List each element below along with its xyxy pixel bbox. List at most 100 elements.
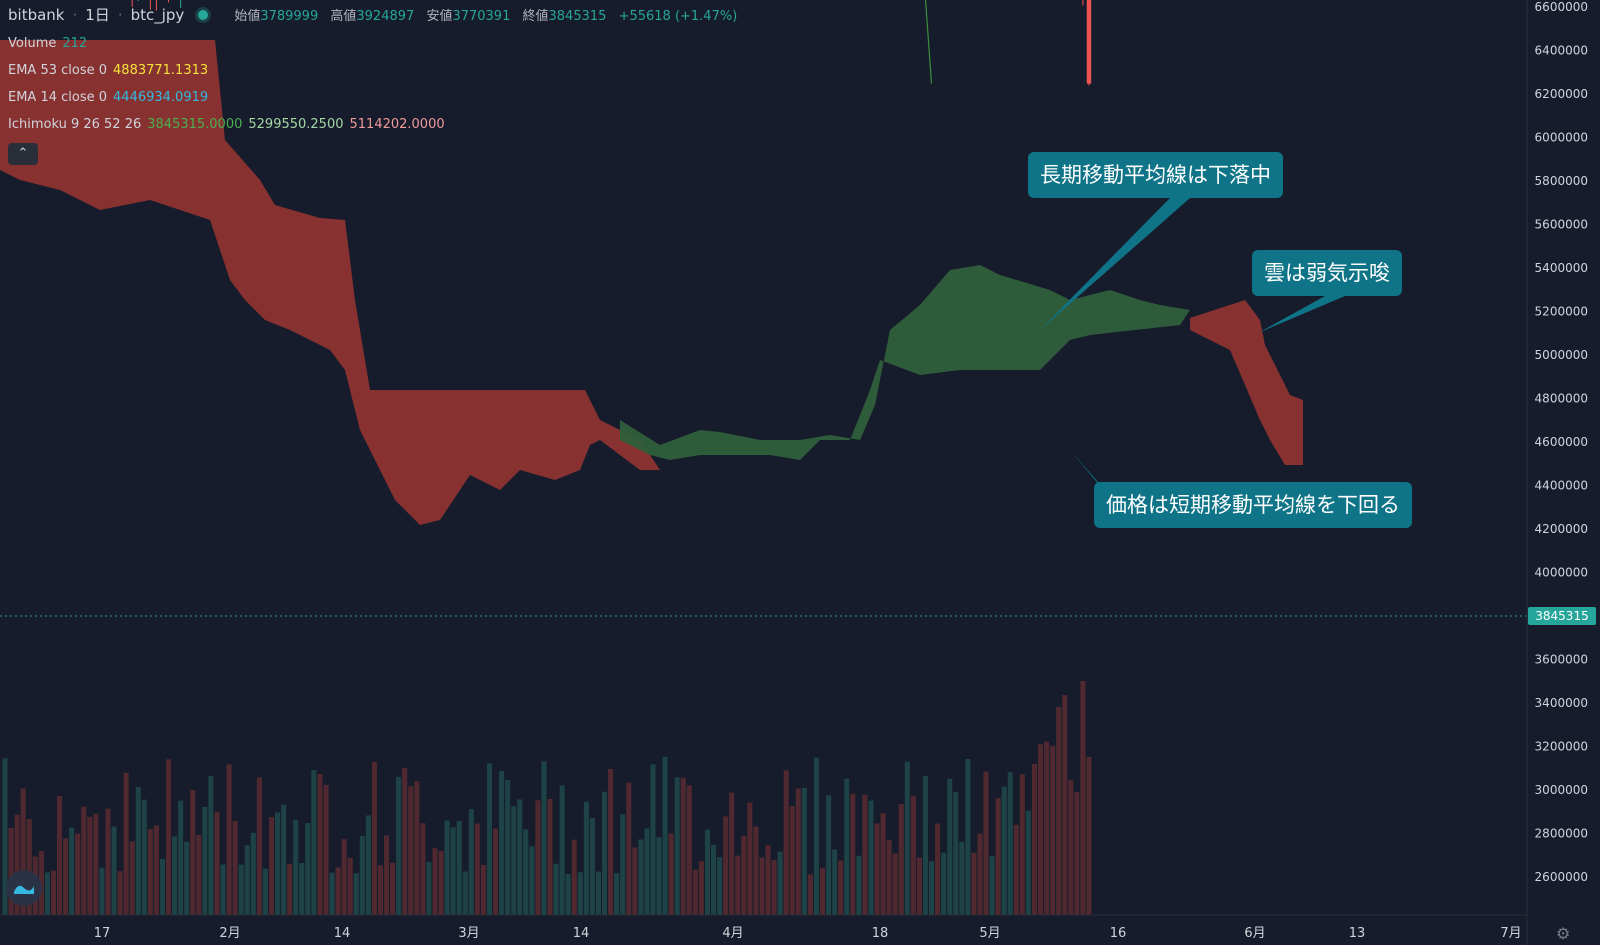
volume-bar bbox=[305, 823, 311, 915]
callout-price: 価格は短期移動平均線を下回る bbox=[1094, 482, 1412, 528]
volume-bar bbox=[456, 820, 462, 915]
live-status-icon bbox=[198, 9, 209, 20]
volume-bar bbox=[426, 862, 432, 915]
low-label: 安値 bbox=[426, 9, 453, 24]
volume-bar bbox=[371, 761, 377, 915]
volume-bar bbox=[486, 763, 492, 915]
volume-bar bbox=[444, 820, 450, 915]
time-axis-label: 16 bbox=[1110, 926, 1127, 941]
volume-bar bbox=[838, 860, 844, 915]
time-axis-label: 2月 bbox=[219, 926, 240, 941]
volume-bar bbox=[559, 785, 565, 915]
volume-bar bbox=[250, 832, 256, 915]
volume-bar bbox=[468, 809, 474, 915]
volume-bar bbox=[632, 847, 638, 915]
volume-bar bbox=[565, 874, 571, 915]
legend-volume-value: 212 bbox=[62, 36, 88, 51]
gear-icon[interactable]: ⚙ bbox=[1556, 924, 1571, 943]
volume-bar bbox=[1031, 764, 1037, 915]
volume-bar bbox=[910, 796, 916, 915]
volume-bar bbox=[553, 863, 559, 915]
volume-bar bbox=[505, 780, 511, 915]
legend-ichimoku[interactable]: Ichimoku 9 26 52 26 3845315.0000 5299550.2… bbox=[8, 117, 445, 132]
volume-bar bbox=[141, 799, 147, 915]
volume-bar bbox=[826, 795, 832, 915]
volume-bar bbox=[777, 851, 783, 915]
volume-bar bbox=[620, 814, 626, 915]
legend-collapse-button[interactable]: ⌃ bbox=[8, 143, 38, 165]
volume-bar bbox=[759, 857, 765, 915]
volume-bar bbox=[892, 853, 898, 915]
volume-bar bbox=[959, 841, 965, 915]
volume-bar bbox=[293, 819, 299, 915]
volume-bar bbox=[281, 804, 287, 915]
volume-bar bbox=[517, 799, 523, 915]
volume-bar bbox=[499, 770, 505, 915]
volume-bar bbox=[347, 857, 353, 915]
volume-bar bbox=[723, 816, 729, 915]
volume-bar bbox=[1013, 824, 1019, 915]
volume-bar bbox=[614, 873, 620, 915]
volume-bar bbox=[868, 800, 874, 915]
volume-bar bbox=[995, 797, 1001, 915]
volume-bar bbox=[983, 771, 989, 915]
volume-bar bbox=[929, 861, 935, 915]
volume-bar bbox=[153, 825, 159, 915]
volume-bar bbox=[1050, 745, 1056, 915]
price-axis-label: 5400000 bbox=[1535, 261, 1588, 275]
open-label: 始値 bbox=[234, 9, 261, 24]
legend-ema14[interactable]: EMA 14 close 0 4446934.0919 bbox=[8, 90, 208, 105]
legend-volume[interactable]: Volume 212 bbox=[8, 36, 87, 51]
volume-bar bbox=[547, 798, 553, 915]
volume-bar bbox=[166, 759, 172, 915]
price-axis-label: 5800000 bbox=[1535, 174, 1588, 188]
volume-bar bbox=[44, 872, 50, 915]
volume-bar bbox=[783, 770, 789, 915]
time-axis-label: 6月 bbox=[1244, 926, 1265, 941]
volume-bar bbox=[238, 864, 244, 915]
callout-arrow-long-ma bbox=[1040, 198, 1190, 330]
legend-ichimoku-value2: 5299550.2500 bbox=[248, 117, 344, 132]
interval-label[interactable]: 1日 bbox=[85, 6, 110, 24]
volume-bar bbox=[202, 806, 208, 915]
volume-bar bbox=[1001, 786, 1007, 915]
volume-bar bbox=[208, 775, 214, 915]
volume-bar bbox=[287, 863, 293, 915]
volume-bar bbox=[656, 837, 662, 915]
time-axis-label: 7月 bbox=[1500, 926, 1521, 941]
price-axis-label: 4400000 bbox=[1535, 479, 1588, 493]
volume-bar bbox=[184, 841, 190, 915]
price-axis: 6600000 6400000 6200000 6000000 5800000 56000… bbox=[1526, 0, 1588, 945]
volume-bar bbox=[117, 871, 123, 915]
symbol-label[interactable]: btc_jpy bbox=[130, 5, 185, 24]
volume-bar bbox=[735, 855, 741, 915]
exchange-name[interactable]: bitbank bbox=[8, 5, 65, 24]
legend-ichimoku-value1: 3845315.0000 bbox=[147, 117, 243, 132]
volume-bar bbox=[771, 860, 777, 915]
close-value: 3845315 bbox=[548, 9, 607, 24]
legend-ema53[interactable]: EMA 53 close 0 4883771.1313 bbox=[8, 63, 208, 78]
volume-bar bbox=[105, 808, 111, 915]
volume-bar bbox=[190, 789, 196, 915]
price-axis-label: 3000000 bbox=[1535, 783, 1588, 797]
volume-bar bbox=[99, 867, 105, 915]
volume-bar bbox=[390, 862, 396, 915]
callout-cloud: 雲は弱気示唆 bbox=[1252, 250, 1402, 296]
logo-icon[interactable] bbox=[6, 870, 42, 906]
volume-bar bbox=[414, 781, 420, 915]
ohlc-readout: 始値3789999 高値3924897 安値3770391 終値3845315 … bbox=[226, 5, 737, 24]
volume-bar bbox=[396, 776, 402, 915]
volume-bar bbox=[432, 848, 438, 915]
separator-dot: · bbox=[117, 5, 123, 24]
cloud-bullish-segment bbox=[620, 265, 1190, 460]
volume-bar bbox=[1025, 810, 1031, 915]
volume-bar bbox=[953, 791, 959, 915]
volume-bar bbox=[886, 839, 892, 915]
volume-bar bbox=[535, 800, 541, 915]
volume-bar bbox=[220, 864, 226, 915]
volume-bar bbox=[365, 815, 371, 915]
legend-ema14-label: EMA 14 close 0 bbox=[8, 90, 108, 105]
cloud-bearish-future bbox=[1190, 300, 1303, 465]
volume-bar bbox=[711, 844, 717, 915]
